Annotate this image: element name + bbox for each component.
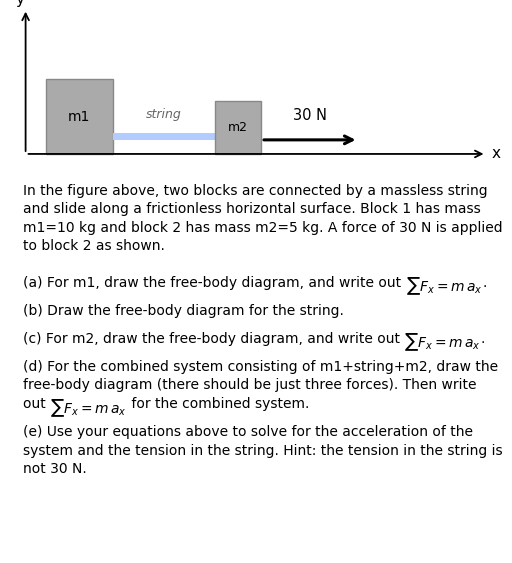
Text: (a) For m1, draw the free-body diagram, and write out: (a) For m1, draw the free-body diagram, … (23, 276, 406, 289)
Text: x: x (492, 146, 501, 162)
Text: free-body diagram (there should be just three forces). Then write: free-body diagram (there should be just … (23, 378, 477, 392)
Bar (113, 133, 215, 140)
Text: $\sum F_x = m\,a_x$: $\sum F_x = m\,a_x$ (406, 276, 482, 297)
Text: for the combined system.: for the combined system. (126, 397, 309, 411)
Bar (46, 79, 113, 154)
Text: $\sum F_x = m\,a_x$: $\sum F_x = m\,a_x$ (404, 332, 481, 354)
Text: (d) For the combined system consisting of m1+string+m2, draw the: (d) For the combined system consisting o… (23, 360, 498, 374)
Text: In the figure above, two blocks are connected by a massless string: In the figure above, two blocks are conn… (23, 184, 487, 198)
Text: and slide along a frictionless horizontal surface. Block 1 has mass: and slide along a frictionless horizonta… (23, 202, 481, 216)
Text: m1=10 kg and block 2 has mass m2=5 kg. A force of 30 N is applied: m1=10 kg and block 2 has mass m2=5 kg. A… (23, 221, 503, 235)
Text: .: . (481, 332, 485, 346)
Text: out: out (23, 397, 50, 411)
Bar (215, 101, 261, 154)
Text: not 30 N.: not 30 N. (23, 462, 87, 476)
Text: system and the tension in the string. Hint: the tension in the string is: system and the tension in the string. Hi… (23, 444, 503, 458)
Text: (c) For m2, draw the free-body diagram, and write out: (c) For m2, draw the free-body diagram, … (23, 332, 404, 346)
Text: 30 N: 30 N (293, 108, 327, 123)
Text: string: string (146, 108, 182, 121)
Text: .: . (482, 276, 486, 289)
Text: y: y (16, 0, 25, 7)
Text: m1: m1 (68, 110, 91, 123)
Text: m2: m2 (228, 121, 248, 134)
Text: to block 2 as shown.: to block 2 as shown. (23, 239, 165, 253)
Text: $\sum F_x = m\,a_x$: $\sum F_x = m\,a_x$ (50, 397, 126, 419)
Text: (e) Use your equations above to solve for the acceleration of the: (e) Use your equations above to solve fo… (23, 425, 473, 439)
Text: (b) Draw the free-body diagram for the string.: (b) Draw the free-body diagram for the s… (23, 303, 344, 318)
